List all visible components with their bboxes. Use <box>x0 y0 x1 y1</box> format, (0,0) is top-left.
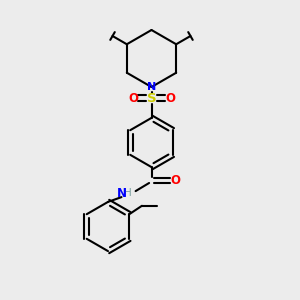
Text: N: N <box>147 82 156 92</box>
Text: O: O <box>128 92 138 105</box>
Text: N: N <box>116 187 127 200</box>
Text: O: O <box>170 174 181 187</box>
Text: O: O <box>165 92 175 105</box>
Text: H: H <box>124 188 132 199</box>
Text: S: S <box>147 92 156 105</box>
